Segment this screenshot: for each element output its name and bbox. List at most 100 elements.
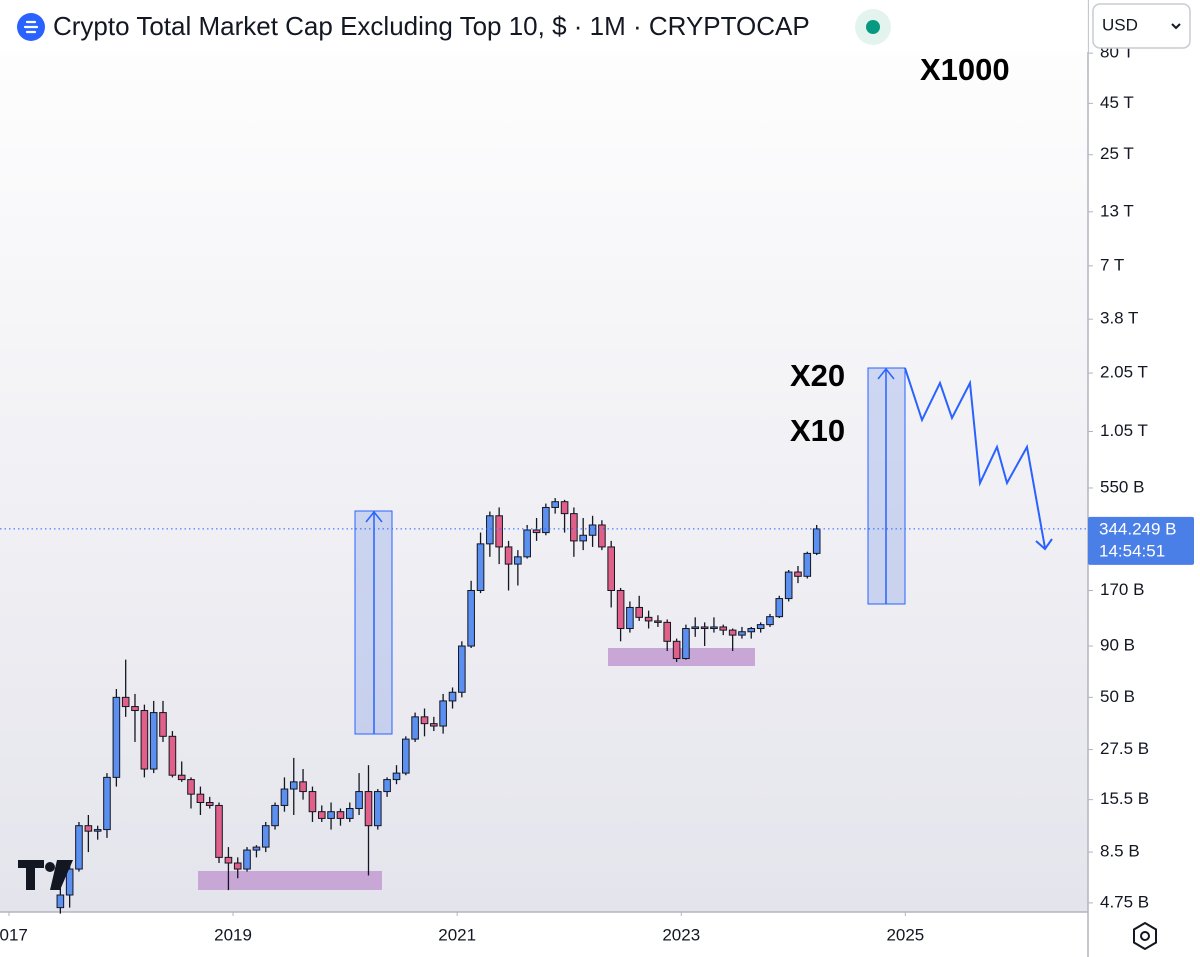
logo-t (18, 860, 44, 890)
candle-body (168, 735, 177, 776)
candle-body (635, 606, 644, 618)
candle-body (458, 645, 466, 693)
candle-body (476, 543, 485, 591)
candle-body (131, 706, 139, 712)
support-zone (608, 648, 755, 666)
y-tick-label: 25 T (1100, 144, 1134, 163)
tv-logo (18, 860, 73, 890)
candle-body (784, 571, 793, 600)
x-tick-label: 2023 (662, 925, 700, 944)
x-tick-label: 2025 (886, 925, 924, 944)
candle-body (243, 849, 251, 870)
y-tick-label: 27.5 B (1100, 739, 1149, 758)
candle-body (682, 628, 690, 660)
candle-body (495, 515, 503, 548)
gear-center[interactable] (1140, 931, 1150, 941)
candle-body (383, 779, 391, 793)
candle-body (93, 829, 102, 832)
candle-body (317, 811, 326, 819)
candle-body (523, 529, 531, 558)
candle-body (719, 626, 728, 631)
candle-body (710, 626, 718, 630)
chart-title: Crypto Total Market Cap Excluding Top 10… (53, 11, 810, 41)
candle-body (542, 506, 550, 534)
candle-body (663, 621, 672, 642)
candle-body (149, 712, 158, 770)
projection-path (904, 367, 1046, 549)
y-tick-label: 15.5 B (1100, 789, 1149, 808)
candle-body (252, 846, 261, 851)
last-price-label: 344.249 B (1099, 519, 1177, 538)
status-dot (866, 20, 880, 34)
logo-mark (23, 20, 39, 34)
candle-body (392, 772, 401, 781)
candle-body (430, 723, 438, 727)
candle-body (626, 606, 634, 630)
candle-body (327, 811, 335, 819)
candle-body (56, 894, 65, 909)
candle-body (766, 616, 774, 626)
y-tick-label: 3.8 T (1100, 309, 1138, 328)
candle-body (467, 589, 475, 647)
candle-body (747, 628, 756, 633)
x-tick-label: 2021 (438, 925, 476, 944)
candle-body (187, 779, 195, 795)
header (0, 0, 1088, 52)
candle-body (644, 616, 653, 622)
candle-body (196, 793, 205, 803)
y-tick-label: 45 T (1100, 93, 1134, 112)
drawings (198, 367, 1053, 890)
plot-background (0, 0, 1088, 912)
y-tick-label: 90 B (1100, 636, 1135, 655)
candle-body (205, 801, 214, 806)
annotation: X1000 (920, 52, 1010, 87)
y-tick-label: 550 B (1100, 477, 1144, 496)
candle-body (84, 825, 93, 832)
bar-countdown: 14:54:51 (1099, 541, 1165, 560)
candle-body (560, 501, 569, 515)
chevron[interactable] (1171, 23, 1181, 30)
candle-body (224, 856, 233, 864)
support-zone (198, 871, 382, 890)
candle-body (364, 791, 373, 827)
x-tick-label: 2019 (214, 925, 252, 944)
candle-body (514, 556, 522, 565)
candle-body (738, 631, 746, 636)
logo-v (50, 860, 73, 890)
candle-body (121, 696, 130, 708)
candle-body (233, 862, 242, 870)
candle-body (308, 791, 317, 813)
candle-body (570, 513, 578, 542)
candle-body (532, 529, 541, 534)
candle-body (607, 546, 615, 591)
settings-icon[interactable] (1133, 921, 1157, 951)
candle-body (616, 589, 625, 630)
candle-body (280, 788, 289, 806)
candle-body (794, 571, 802, 577)
candle-body (691, 626, 700, 630)
y-tick-label: 2.05 T (1100, 363, 1148, 382)
candle-body (700, 626, 709, 630)
candle-body (756, 624, 765, 630)
gear-outline[interactable] (1133, 921, 1157, 951)
candle-body (299, 781, 307, 793)
candle-body (728, 629, 737, 636)
candles (0, 498, 1088, 914)
candle-body (672, 640, 681, 660)
y-tick-label: 7 T (1100, 255, 1124, 274)
logo-dot (45, 862, 55, 872)
candle-body (439, 700, 447, 727)
arrow-head (365, 510, 383, 523)
candle-body (448, 691, 457, 702)
annotation: X20 (790, 358, 845, 393)
currency-select[interactable] (1092, 3, 1191, 49)
arrow-head (877, 367, 895, 380)
candle-body (177, 774, 186, 781)
currency-label[interactable]: USD (1102, 15, 1138, 34)
candle-body (402, 738, 410, 774)
candle-body (373, 791, 382, 827)
candle-body (588, 524, 597, 536)
candle-body (159, 712, 167, 737)
candle-body (420, 716, 429, 725)
y-tick-label: 1.05 T (1100, 421, 1148, 440)
